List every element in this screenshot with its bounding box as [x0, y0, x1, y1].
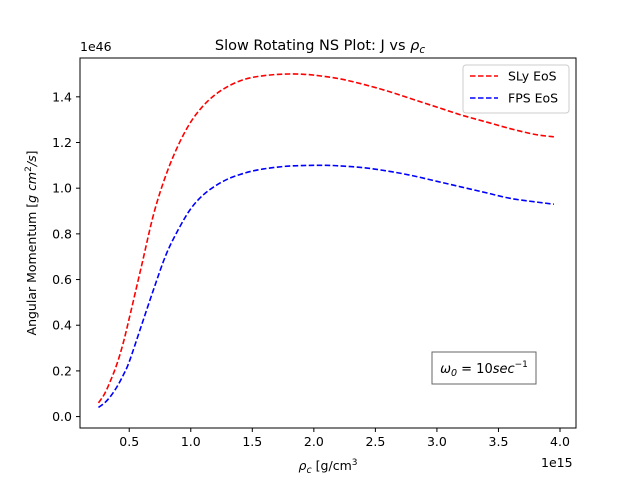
series-line-sly-eos: [97, 73, 554, 404]
y-tick-label: 0.8: [52, 226, 72, 241]
x-tick-label: 1.0: [181, 434, 201, 449]
x-tick-label: 2.0: [304, 434, 324, 449]
x-tick-label: 0.5: [119, 434, 139, 449]
series-line-fps-eos: [97, 164, 554, 409]
y-tick-label: 0.4: [52, 318, 72, 333]
y-axis-label: Angular Momentum [g cm2/s]: [24, 151, 39, 336]
x-axis-ticks: 0.5 1.0 1.5 2.0 2.5 3.0 3.5 4.0: [119, 428, 570, 449]
x-axis-label: ρc [g/cm3: [299, 458, 358, 476]
x-tick-label: 3.0: [427, 434, 447, 449]
annotation-box: [431, 351, 537, 385]
annotation-text: ω0 = 10sec−1: [440, 360, 528, 379]
x-tick-label: 2.5: [365, 434, 385, 449]
y-offset-text: 1e46: [80, 39, 112, 54]
legend-label-fps: FPS EoS: [508, 91, 558, 106]
y-axis-ticks: 0.0 0.2 0.4 0.6 0.8 1.0 1.2 1.4: [52, 89, 80, 424]
chart-title: Slow Rotating NS Plot: J vs ρc: [215, 38, 426, 56]
y-tick-label: 1.2: [52, 135, 72, 150]
x-offset-text: 1e15: [541, 455, 573, 470]
y-tick-label: 0.6: [52, 272, 72, 287]
legend: SLy EoS FPS EoS: [462, 64, 570, 114]
x-tick-label: 3.5: [489, 434, 509, 449]
series-lines: [97, 73, 554, 409]
legend-label-sly: SLy EoS: [508, 69, 557, 84]
y-tick-label: 1.0: [52, 181, 72, 196]
legend-box: [462, 64, 570, 114]
omega-annotation: ω0 = 10sec−1: [431, 351, 537, 385]
y-tick-label: 1.4: [52, 89, 72, 104]
y-tick-label: 0.2: [52, 363, 72, 378]
x-tick-label: 1.5: [242, 434, 262, 449]
y-tick-label: 0.0: [52, 409, 72, 424]
plot-frame: [79, 57, 577, 429]
x-tick-label: 4.0: [550, 434, 570, 449]
